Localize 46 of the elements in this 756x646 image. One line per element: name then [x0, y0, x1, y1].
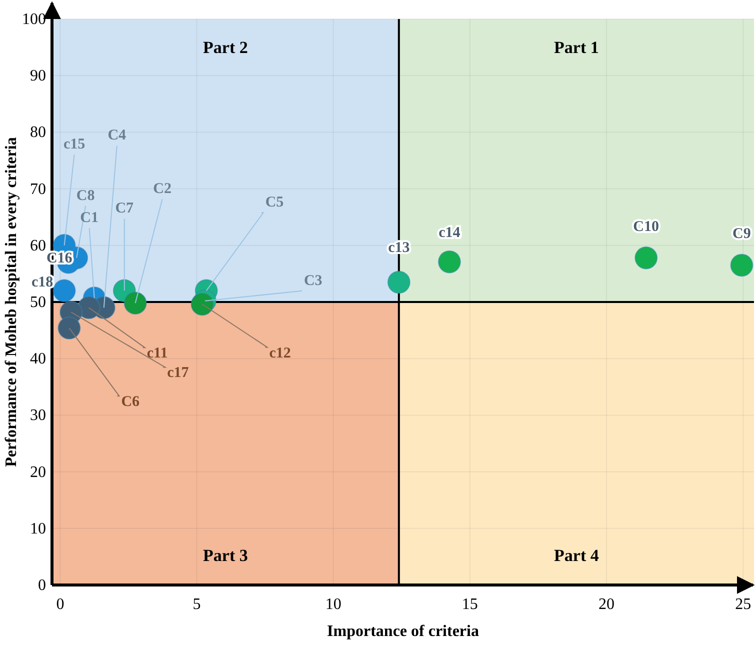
data-label: C10 — [633, 218, 660, 235]
data-label: c15 — [63, 136, 86, 152]
point — [634, 246, 658, 270]
point — [190, 292, 214, 316]
point — [58, 316, 81, 340]
data-label: C7 — [115, 200, 134, 217]
annotation: Part 2 — [203, 38, 248, 57]
y-tick-label: 20 — [30, 464, 46, 481]
x-tick-label: 25 — [735, 596, 752, 613]
y-tick-label: 80 — [30, 124, 46, 142]
y-axis-title: Performance of Moheb hospital in every criteria — [3, 137, 20, 467]
point — [387, 270, 410, 294]
y-tick-label: 10 — [30, 520, 46, 538]
data-label: c12 — [269, 345, 291, 362]
data-label: C9 — [732, 226, 751, 242]
y-tick-label: 60 — [30, 237, 46, 254]
y-tick-label: 50 — [30, 294, 46, 311]
y-tick-label: 0 — [38, 577, 46, 594]
point — [124, 292, 147, 315]
y-tick-label: 100 — [22, 11, 46, 28]
data-label: C5 — [265, 194, 284, 211]
y-tick-label: 40 — [30, 350, 46, 368]
x-tick-label: 15 — [462, 596, 478, 613]
annotation: Part 3 — [203, 546, 248, 565]
y-tick-label: 30 — [30, 407, 46, 424]
data-label: C3 — [304, 272, 322, 289]
data-label: c11 — [146, 346, 168, 362]
annotation: Part 4 — [554, 546, 600, 565]
y-tick-label: 90 — [30, 68, 46, 85]
x-axis-title: Importance of criteria — [327, 623, 479, 640]
data-label: C6 — [121, 394, 140, 410]
x-tick-label: 10 — [325, 596, 342, 613]
data-label: C1 — [80, 210, 99, 226]
data-label: c14 — [438, 224, 461, 241]
x-tick-label: 5 — [192, 596, 201, 613]
data-label: C2 — [153, 181, 172, 198]
data-label: C4 — [108, 128, 127, 144]
point — [52, 279, 76, 302]
point — [730, 254, 754, 277]
x-tick-label: 0 — [56, 596, 64, 613]
y-tick-label: 70 — [30, 180, 46, 198]
point — [438, 250, 461, 274]
annotation: Part 1 — [554, 38, 599, 57]
data-label: c17 — [167, 365, 190, 382]
data-label: C8 — [76, 188, 95, 204]
x-tick-label: 20 — [598, 596, 614, 613]
